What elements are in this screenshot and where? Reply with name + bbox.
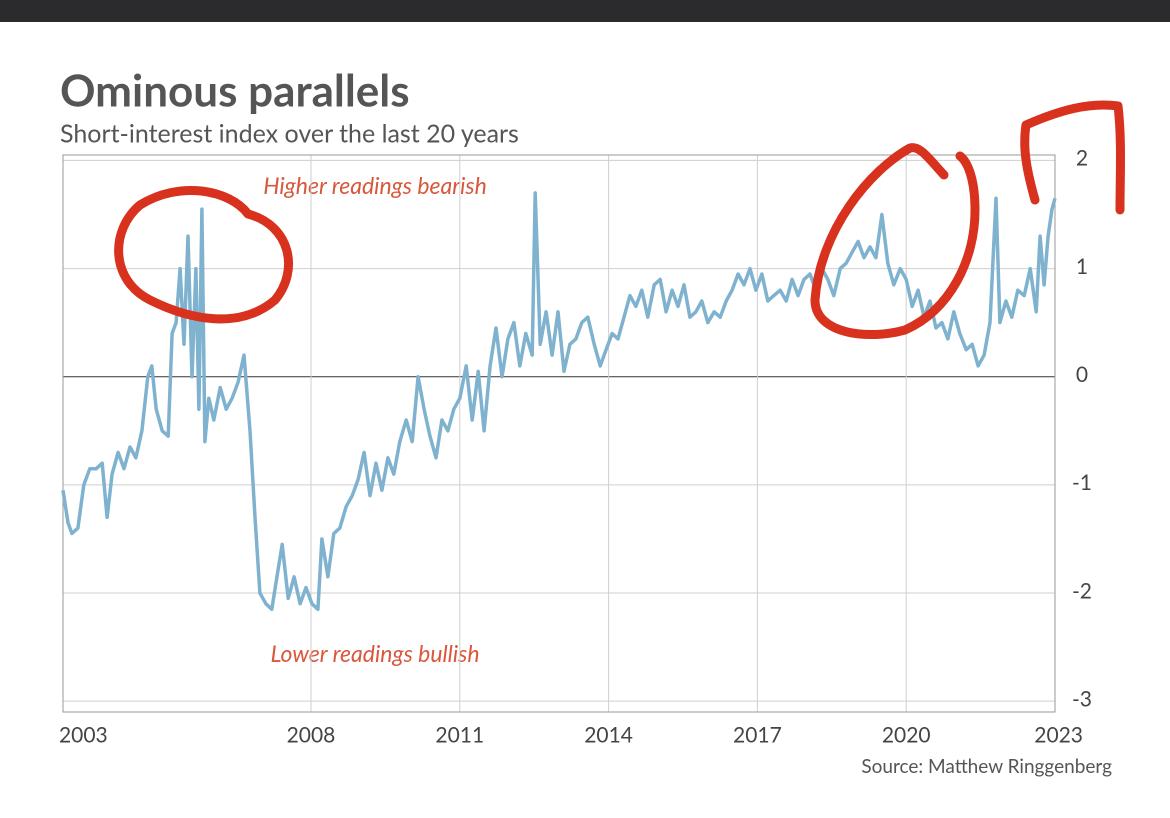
- chart-subtitle: Short-interest index over the last 20 ye…: [60, 118, 519, 148]
- data-line: [61, 191, 1057, 612]
- y-tick-label: 0: [1076, 362, 1088, 387]
- hand-drawn-marks: [114, 100, 1125, 339]
- y-tick-label: -3: [1072, 686, 1092, 711]
- x-tick-label: 2023: [1034, 722, 1083, 747]
- annotation: Higher readings bearish: [263, 171, 487, 199]
- chart-title: Ominous parallels: [60, 64, 410, 116]
- y-tick-label: 2: [1076, 146, 1088, 171]
- top-bar: [0, 0, 1170, 22]
- y-tick-label: -2: [1072, 578, 1092, 603]
- source: Source: Matthew Ringgenberg: [861, 755, 1112, 778]
- x-tick-label: 2008: [287, 722, 336, 747]
- x-tick-label: 2003: [59, 722, 108, 747]
- x-tick-label: 2014: [584, 722, 633, 747]
- annotation: Lower readings bullish: [270, 639, 479, 667]
- x-tick-label: 2011: [435, 722, 484, 747]
- y-tick-label: -1: [1072, 470, 1092, 495]
- x-tick-label: 2020: [882, 722, 931, 747]
- circle-mark: [114, 185, 293, 324]
- bracket-mark: [1020, 100, 1125, 215]
- x-tick-label: 2017: [733, 722, 782, 747]
- plot-area: 2 1 0 -1 -2 -3 2003 2008 2011 2014 2017 2020 2023: [59, 146, 1092, 748]
- y-tick-label: 1: [1076, 254, 1088, 279]
- circle-mark: [810, 143, 980, 339]
- plot-frame: [62, 154, 1056, 713]
